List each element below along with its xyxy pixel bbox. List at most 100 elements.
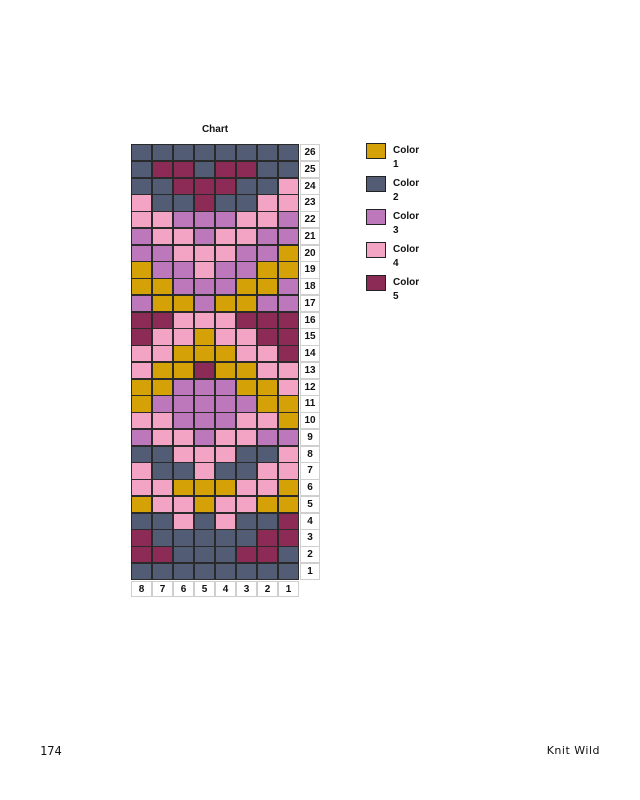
chart-title: Chart (201, 124, 229, 135)
column-number: 1 (278, 580, 299, 597)
chart-cell (257, 177, 278, 195)
chart-cell (215, 395, 236, 413)
row-number: 6 (300, 479, 320, 497)
chart-cell (257, 412, 278, 430)
chart-cell (173, 227, 194, 245)
chart-cell (173, 345, 194, 363)
chart-cell (173, 211, 194, 229)
chart-cell (278, 529, 299, 547)
chart-cell (278, 261, 299, 279)
chart-cell (131, 160, 152, 178)
chart-cell (257, 529, 278, 547)
chart-cell (278, 194, 299, 212)
chart-cell (131, 462, 152, 480)
row-number: 8 (300, 445, 320, 463)
chart-cell (215, 311, 236, 329)
chart-cell (194, 445, 215, 463)
chart-cell (257, 294, 278, 312)
chart-cell (236, 345, 257, 363)
chart-cell (257, 345, 278, 363)
chart-cell (131, 512, 152, 530)
chart-cell (278, 512, 299, 530)
legend-swatch (366, 143, 386, 159)
row-number: 15 (300, 328, 320, 346)
column-number: 5 (194, 580, 215, 597)
chart-cell (278, 328, 299, 346)
legend-swatch (366, 176, 386, 192)
chart-cell (131, 445, 152, 463)
legend-label: Color 1 (393, 145, 420, 170)
chart-cell (257, 495, 278, 513)
chart-cell (278, 244, 299, 262)
chart-cell (131, 177, 152, 195)
chart-cell (173, 261, 194, 279)
chart-cell (131, 562, 152, 580)
chart-cell (152, 177, 173, 195)
chart-cell (278, 177, 299, 195)
chart-cell (236, 160, 257, 178)
chart-cell (173, 328, 194, 346)
chart-cell (173, 395, 194, 413)
legend-swatch (366, 242, 386, 258)
chart-cell (257, 144, 278, 162)
chart-cell (278, 144, 299, 162)
chart-cell (236, 462, 257, 480)
chart-cell (194, 194, 215, 212)
chart-cell (236, 328, 257, 346)
chart-cell (152, 462, 173, 480)
chart-cell (131, 495, 152, 513)
chart-cell (215, 562, 236, 580)
chart-cell (215, 546, 236, 564)
chart-cell (236, 546, 257, 564)
chart-cell (194, 278, 215, 296)
chart-cell (173, 278, 194, 296)
chart-cell (194, 144, 215, 162)
row-number: 3 (300, 529, 320, 547)
column-number: 8 (131, 580, 152, 597)
chart-cell (152, 395, 173, 413)
chart-cell (173, 361, 194, 379)
chart-cell (257, 562, 278, 580)
chart-cell (131, 294, 152, 312)
chart-cell (173, 194, 194, 212)
chart-cell (152, 361, 173, 379)
chart-cell (236, 227, 257, 245)
chart-cell (194, 227, 215, 245)
chart-cell (131, 261, 152, 279)
row-number: 12 (300, 378, 320, 396)
chart-cell (173, 311, 194, 329)
chart-cell (194, 495, 215, 513)
chart-cell (236, 211, 257, 229)
chart-cell (278, 160, 299, 178)
column-number: 6 (173, 580, 194, 597)
chart-cell (131, 529, 152, 547)
chart-cell (257, 546, 278, 564)
chart-cell (215, 328, 236, 346)
chart-cell (215, 244, 236, 262)
chart-cell (173, 412, 194, 430)
chart-cell (215, 378, 236, 396)
chart-cell (278, 294, 299, 312)
row-number: 16 (300, 311, 320, 329)
row-number: 26 (300, 144, 320, 162)
chart-cell (236, 278, 257, 296)
chart-cell (236, 529, 257, 547)
chart-cell (194, 546, 215, 564)
chart-cell (257, 395, 278, 413)
chart-cell (194, 160, 215, 178)
chart-cell (257, 261, 278, 279)
chart-cell (215, 512, 236, 530)
chart-cell (152, 345, 173, 363)
row-number: 11 (300, 395, 320, 413)
row-number: 21 (300, 227, 320, 245)
chart-cell (131, 227, 152, 245)
chart-cell (257, 194, 278, 212)
chart-cell (131, 412, 152, 430)
row-number: 17 (300, 294, 320, 312)
chart-cell (194, 529, 215, 547)
row-number: 25 (300, 160, 320, 178)
chart-cell (215, 445, 236, 463)
chart-cell (194, 311, 215, 329)
chart-cell (257, 311, 278, 329)
chart-cell (257, 378, 278, 396)
